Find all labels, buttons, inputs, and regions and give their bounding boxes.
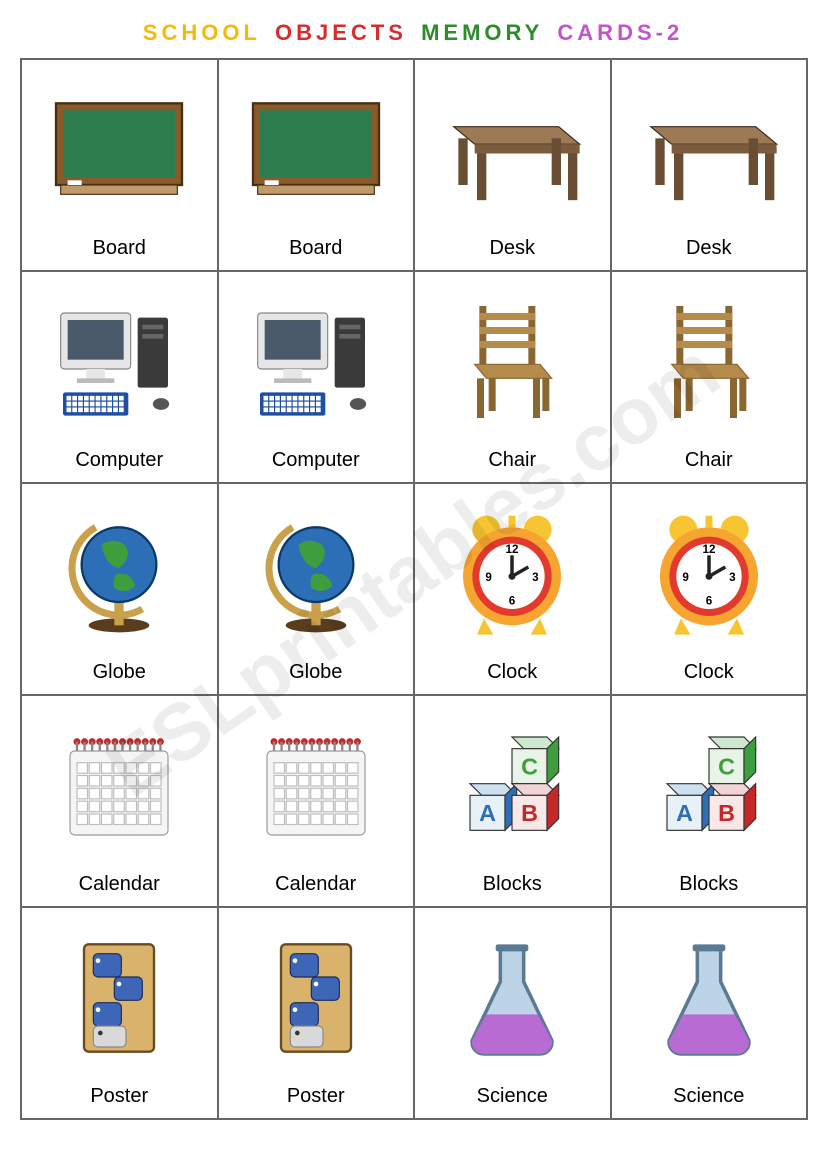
card-label: Desk (489, 237, 535, 260)
svg-text:A: A (676, 800, 693, 826)
memory-card: 12 3 6 9 Clock (611, 483, 808, 695)
poster-icon (26, 916, 213, 1079)
svg-text:B: B (718, 800, 735, 826)
memory-card: Board (21, 59, 218, 271)
clock-icon: 12 3 6 9 (616, 492, 803, 655)
chair-icon (616, 280, 803, 443)
memory-card: Chair (611, 271, 808, 483)
card-label: Globe (289, 661, 342, 684)
svg-text:6: 6 (706, 594, 713, 607)
memory-card: Calendar (21, 695, 218, 907)
card-label: Poster (287, 1085, 345, 1108)
globe-icon (223, 492, 410, 655)
svg-text:12: 12 (702, 543, 715, 556)
memory-card: Science (611, 907, 808, 1119)
memory-card: Poster (21, 907, 218, 1119)
memory-card: Calendar (218, 695, 415, 907)
card-label: Blocks (679, 873, 738, 896)
card-label: Science (477, 1085, 548, 1108)
clock-icon: 12 3 6 9 (419, 492, 606, 655)
computer-icon (223, 280, 410, 443)
blocks-icon: CAB (419, 704, 606, 867)
chair-icon (419, 280, 606, 443)
svg-text:9: 9 (682, 571, 689, 584)
memory-card: Desk (414, 59, 611, 271)
memory-card: Desk (611, 59, 808, 271)
memory-card: CAB Blocks (611, 695, 808, 907)
svg-text:9: 9 (486, 571, 493, 584)
globe-icon (26, 492, 213, 655)
desk-icon (419, 68, 606, 231)
memory-card: Computer (21, 271, 218, 483)
memory-card: Board (218, 59, 415, 271)
card-label: Blocks (483, 873, 542, 896)
computer-icon (26, 280, 213, 443)
memory-card-grid: Board Board Desk Desk Computer Computer Chair C… (20, 58, 808, 1120)
svg-text:3: 3 (532, 571, 539, 584)
science-icon (419, 916, 606, 1079)
calendar-icon (223, 704, 410, 867)
svg-text:12: 12 (506, 543, 519, 556)
board-icon (223, 68, 410, 231)
card-label: Computer (75, 449, 163, 472)
memory-card: Globe (218, 483, 415, 695)
card-label: Calendar (79, 873, 160, 896)
card-label: Clock (487, 661, 537, 684)
card-label: Desk (686, 237, 732, 260)
card-label: Board (289, 237, 342, 260)
memory-card: Science (414, 907, 611, 1119)
card-label: Computer (272, 449, 360, 472)
science-icon (616, 916, 803, 1079)
svg-text:B: B (521, 800, 538, 826)
card-label: Clock (684, 661, 734, 684)
svg-text:A: A (479, 800, 496, 826)
svg-text:C: C (718, 753, 735, 779)
svg-text:6: 6 (509, 594, 516, 607)
card-label: Chair (488, 449, 536, 472)
blocks-icon: CAB (616, 704, 803, 867)
memory-card: Chair (414, 271, 611, 483)
card-label: Board (93, 237, 146, 260)
memory-card: Globe (21, 483, 218, 695)
memory-card: CAB Blocks (414, 695, 611, 907)
poster-icon (223, 916, 410, 1079)
page-title: SCHOOL OBJECTS MEMORY CARDS-2 (20, 20, 806, 46)
card-label: Calendar (275, 873, 356, 896)
memory-card: Computer (218, 271, 415, 483)
svg-text:C: C (521, 753, 538, 779)
card-label: Poster (90, 1085, 148, 1108)
memory-card: 12 3 6 9 Clock (414, 483, 611, 695)
card-label: Globe (93, 661, 146, 684)
memory-card: Poster (218, 907, 415, 1119)
calendar-icon (26, 704, 213, 867)
card-label: Chair (685, 449, 733, 472)
svg-text:3: 3 (729, 571, 736, 584)
card-label: Science (673, 1085, 744, 1108)
board-icon (26, 68, 213, 231)
desk-icon (616, 68, 803, 231)
